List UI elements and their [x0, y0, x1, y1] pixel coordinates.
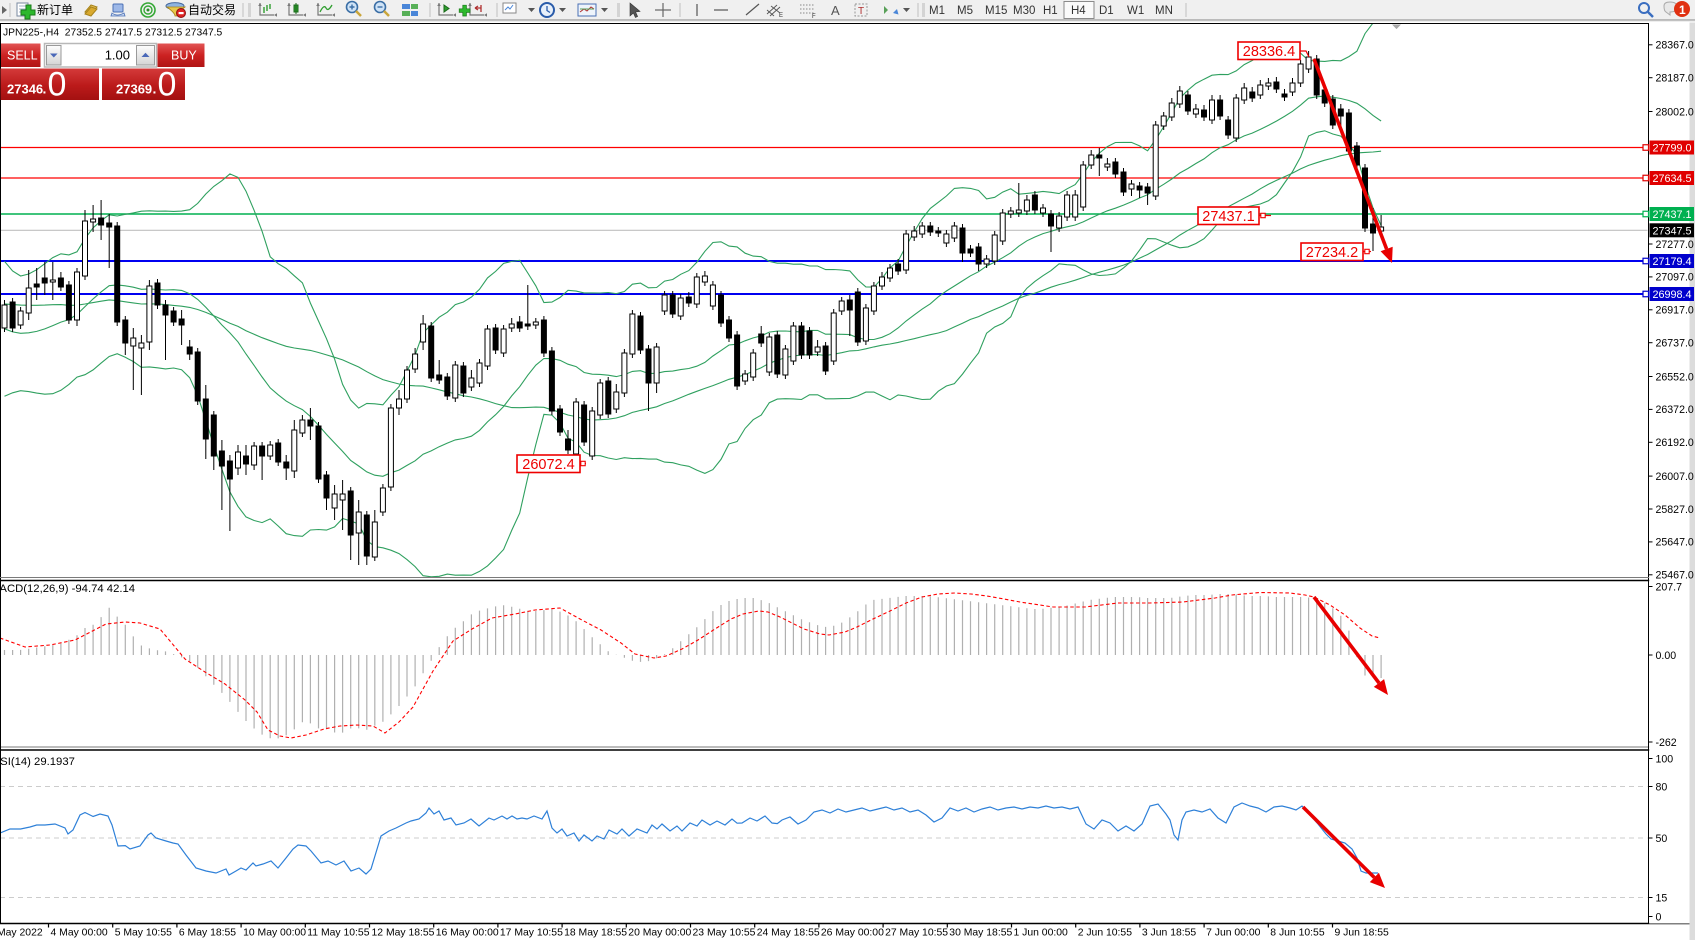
svg-text:BUY: BUY — [171, 49, 197, 63]
svg-text:8 Jun 10:55: 8 Jun 10:55 — [1270, 928, 1325, 939]
svg-text:6 May 18:55: 6 May 18:55 — [179, 928, 236, 939]
svg-text:24 May 18:55: 24 May 18:55 — [757, 928, 820, 939]
svg-text:E: E — [779, 13, 783, 19]
svg-text:11 May 10:55: 11 May 10:55 — [307, 928, 369, 939]
svg-text:SELL: SELL — [7, 49, 38, 63]
svg-text:18 May 18:55: 18 May 18:55 — [564, 928, 627, 939]
svg-text:28336.4: 28336.4 — [1243, 44, 1295, 60]
svg-text:25827.0: 25827.0 — [1656, 504, 1694, 516]
svg-text:27437.1: 27437.1 — [1202, 209, 1254, 225]
svg-text:May 2022: May 2022 — [0, 928, 43, 939]
svg-text:9 Jun 18:55: 9 Jun 18:55 — [1335, 928, 1390, 939]
svg-text:7 Jun 00:00: 7 Jun 00:00 — [1206, 928, 1261, 939]
svg-text:27799.0: 27799.0 — [1653, 143, 1692, 155]
svg-text:0: 0 — [48, 66, 67, 104]
svg-text:0.00: 0.00 — [1656, 650, 1677, 662]
svg-text:0: 0 — [1656, 911, 1662, 923]
svg-text:1 Jun 00:00: 1 Jun 00:00 — [1014, 928, 1069, 939]
svg-text:W1: W1 — [1127, 5, 1144, 17]
svg-text:M5: M5 — [957, 5, 973, 17]
svg-text:26072.4: 26072.4 — [522, 457, 574, 473]
svg-text:F: F — [812, 14, 816, 20]
svg-text:JPN225-,H4 27352.5 27417.5 27: JPN225-,H4 27352.5 27417.5 27312.5 27347… — [3, 28, 223, 39]
svg-text:26998.4: 26998.4 — [1653, 289, 1692, 301]
svg-text:100: 100 — [1656, 753, 1674, 765]
svg-text:28367.0: 28367.0 — [1656, 40, 1694, 52]
svg-text:23 May 10:55: 23 May 10:55 — [693, 928, 756, 939]
svg-text:10 May 00:00: 10 May 00:00 — [243, 928, 306, 939]
svg-text:.: . — [153, 81, 157, 97]
svg-text:26552.0: 26552.0 — [1656, 371, 1694, 383]
svg-text:3 Jun 18:55: 3 Jun 18:55 — [1142, 928, 1197, 939]
svg-text:207.7: 207.7 — [1656, 581, 1683, 593]
svg-text:0: 0 — [158, 66, 177, 104]
svg-text:D1: D1 — [1099, 5, 1114, 17]
svg-text:80: 80 — [1656, 781, 1668, 793]
svg-text:H4: H4 — [1071, 5, 1086, 17]
svg-text:26737.0: 26737.0 — [1656, 338, 1694, 350]
svg-text:1.00: 1.00 — [105, 48, 130, 63]
svg-text:26917.0: 26917.0 — [1656, 305, 1694, 317]
svg-text:MACD(12,26,9) -94.74 42.14: MACD(12,26,9) -94.74 42.14 — [0, 583, 135, 595]
svg-text:27097.0: 27097.0 — [1656, 272, 1694, 284]
svg-text:26007.0: 26007.0 — [1656, 471, 1694, 483]
svg-text:27 May 10:55: 27 May 10:55 — [885, 928, 948, 939]
svg-text:16 May 00:00: 16 May 00:00 — [436, 928, 499, 939]
svg-text:M15: M15 — [985, 5, 1007, 17]
svg-text:28187.0: 28187.0 — [1656, 73, 1694, 85]
svg-text:25467.0: 25467.0 — [1656, 570, 1694, 582]
svg-text:15: 15 — [1656, 892, 1668, 904]
svg-text:M1: M1 — [929, 5, 945, 17]
svg-text:5 May 10:55: 5 May 10:55 — [115, 928, 172, 939]
svg-text:新订单: 新订单 — [37, 2, 73, 17]
svg-text:.: . — [43, 81, 47, 97]
svg-text:27234.2: 27234.2 — [1306, 245, 1358, 261]
svg-text:26192.0: 26192.0 — [1656, 437, 1694, 449]
svg-text:20 May 00:00: 20 May 00:00 — [628, 928, 691, 939]
svg-text:2 Jun 10:55: 2 Jun 10:55 — [1078, 928, 1133, 939]
svg-text:26372.0: 26372.0 — [1656, 404, 1694, 416]
svg-text:17 May 10:55: 17 May 10:55 — [500, 928, 563, 939]
svg-text:MN: MN — [1155, 5, 1173, 17]
svg-text:27437.1: 27437.1 — [1653, 209, 1692, 221]
svg-text:RSI(14) 29.1937: RSI(14) 29.1937 — [0, 756, 75, 768]
svg-text:28002.0: 28002.0 — [1656, 106, 1694, 118]
svg-text:4 May 00:00: 4 May 00:00 — [51, 928, 108, 939]
svg-text:27369: 27369 — [116, 82, 152, 97]
svg-text:50: 50 — [1656, 833, 1668, 845]
svg-text:自动交易: 自动交易 — [188, 2, 236, 17]
svg-text:30 May 18:55: 30 May 18:55 — [949, 928, 1012, 939]
svg-text:A: A — [831, 3, 840, 18]
svg-text:27346: 27346 — [7, 82, 43, 97]
svg-text:27347.5: 27347.5 — [1653, 225, 1692, 237]
svg-text:27277.0: 27277.0 — [1656, 239, 1694, 251]
svg-text:1: 1 — [1679, 3, 1686, 17]
svg-text:27179.4: 27179.4 — [1653, 256, 1692, 268]
svg-text:M30: M30 — [1013, 5, 1035, 17]
svg-text:T: T — [858, 6, 864, 17]
svg-text:27634.5: 27634.5 — [1653, 173, 1692, 185]
svg-text:26 May 00:00: 26 May 00:00 — [821, 928, 884, 939]
svg-text:-262: -262 — [1656, 737, 1677, 749]
svg-text:H1: H1 — [1043, 5, 1058, 17]
svg-text:25647.0: 25647.0 — [1656, 537, 1694, 549]
svg-text:12 May 18:55: 12 May 18:55 — [372, 928, 435, 939]
